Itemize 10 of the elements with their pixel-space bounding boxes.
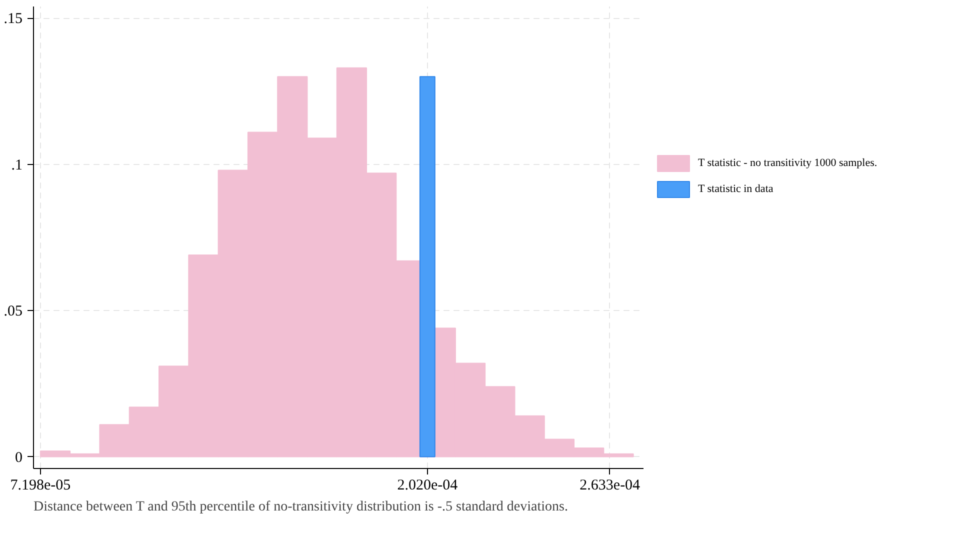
text: Distance between T and 95th percentile of no-transitivity distribution is -.5 standard deviations. [34, 500, 568, 514]
y-tick-label: .05 [4, 304, 22, 320]
legend-label: T statistic in data [698, 183, 774, 195]
x-tick-label: 2.633e-04 [580, 478, 641, 494]
x-tick-label: 2.020e-04 [397, 478, 458, 494]
y-tick-label: .15 [4, 11, 22, 28]
x-tick-label: 7.198e-05 [10, 478, 71, 494]
y-tick-label: .1 [11, 157, 22, 174]
legend-label: T statistic - no transitivity 1000 samples. [698, 157, 878, 169]
y-tick-label: 0 [15, 450, 22, 466]
